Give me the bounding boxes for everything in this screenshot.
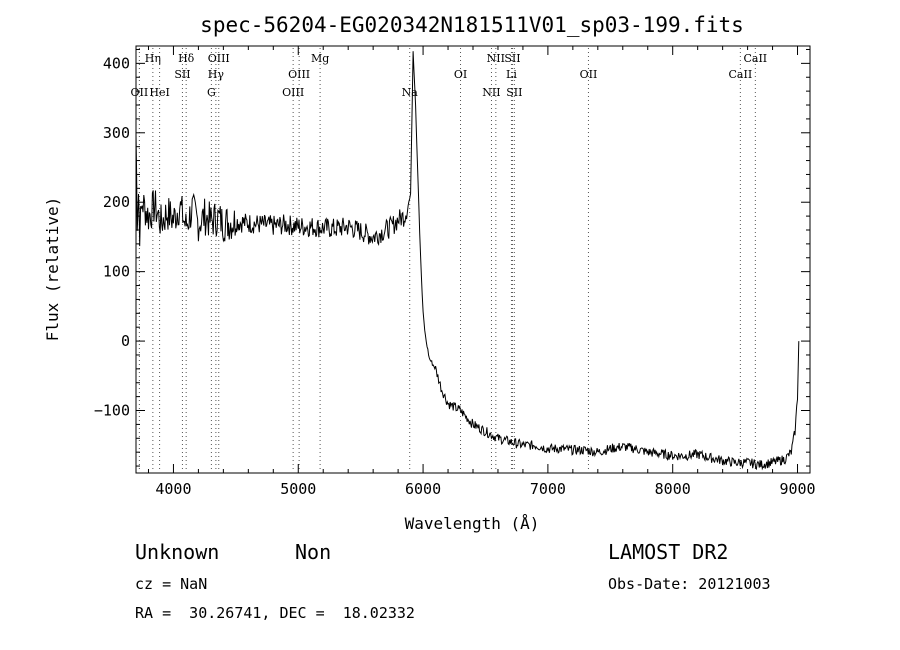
plot-frame — [135, 45, 811, 474]
x-tick-label: 7000 — [530, 480, 566, 498]
x-tick-label: 6000 — [405, 480, 441, 498]
y-tick-label: 100 — [103, 263, 130, 281]
spectral-line-label: SII — [504, 52, 520, 65]
spectral-line-label: OI — [454, 68, 467, 81]
spectral-line-label: OIII — [208, 52, 230, 65]
chart-title: spec-56204-EG020342N181511V01_sp03-199.f… — [200, 13, 744, 37]
class-label: Unknown — [135, 540, 220, 564]
x-tick-label: 8000 — [655, 480, 691, 498]
spectral-line-label: SII — [506, 86, 522, 99]
x-tick-label: 4000 — [155, 480, 191, 498]
y-axis-label: Flux (relative) — [43, 197, 62, 342]
x-axis: 4000 5000 6000 7000 8000 9000 — [147, 46, 816, 498]
spectral-line-label: Hδ — [178, 52, 195, 65]
spectral-line-label: CaII — [729, 68, 753, 81]
spectral-line-label: HeI — [149, 86, 169, 99]
spectral-line-label: Hγ — [208, 68, 225, 81]
spectral-line-label: OIII — [282, 86, 304, 99]
x-tick-label: 5000 — [280, 480, 316, 498]
spectral-line-label: Hη — [145, 52, 161, 65]
spectral-lines — [138, 48, 756, 471]
spectral-line-label: G — [207, 86, 216, 99]
spectral-line-label: Mg — [311, 52, 329, 65]
spectral-line-label: OIII — [288, 68, 310, 81]
y-tick-label: 200 — [103, 193, 130, 211]
redshift-label: cz = NaN — [135, 575, 208, 593]
x-tick-label: 9000 — [779, 480, 815, 498]
spectral-line-label: CaII — [743, 52, 767, 65]
subclass-label: Non — [295, 540, 332, 564]
y-tick-label: 300 — [103, 124, 130, 142]
spectral-line-label: OII — [131, 86, 149, 99]
spectral-line-label: OII — [580, 68, 598, 81]
spectral-line-label: Na — [402, 86, 419, 99]
y-tick-label: −100 — [94, 402, 130, 420]
y-tick-label: 400 — [103, 54, 130, 72]
spectral-line-label: NII — [482, 86, 500, 99]
spectrum-line — [135, 51, 800, 471]
spectral-line-label: NII — [487, 52, 505, 65]
survey-label: LAMOST DR2 — [608, 540, 729, 564]
y-tick-label: 0 — [121, 332, 130, 350]
spectral-line-label: Li — [506, 68, 517, 81]
x-axis-label: Wavelength (Å) — [405, 514, 540, 533]
y-axis: −100 0 100 200 300 400 — [94, 48, 810, 467]
spectral-line-label: SII — [174, 68, 190, 81]
obs-date-label: Obs-Date: 20121003 — [608, 575, 771, 593]
coordinates-label: RA = 30.26741, DEC = 18.02332 — [135, 604, 415, 622]
